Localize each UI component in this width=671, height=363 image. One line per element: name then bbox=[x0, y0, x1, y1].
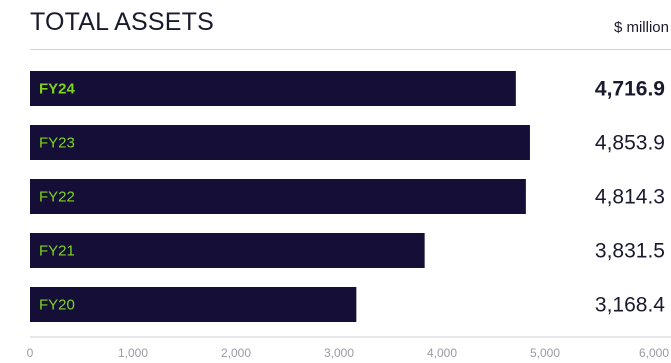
category-label-fy22: FY22 bbox=[39, 189, 75, 206]
x-tick-label: 0 bbox=[27, 346, 34, 360]
category-label-fy24: FY24 bbox=[39, 81, 76, 98]
category-label-fy20: FY20 bbox=[39, 297, 75, 314]
x-tick-label: 3,000 bbox=[324, 346, 354, 360]
bar-fy20 bbox=[30, 287, 356, 322]
value-label-fy24: 4,716.9 bbox=[595, 78, 665, 101]
x-tick-label: 1,000 bbox=[118, 346, 148, 360]
bar-fy24 bbox=[30, 71, 516, 106]
bar-fy23 bbox=[30, 125, 530, 160]
value-label-fy21: 3,831.5 bbox=[595, 240, 665, 263]
bar-fy22 bbox=[30, 179, 526, 214]
value-label-fy23: 4,853.9 bbox=[595, 132, 665, 155]
x-tick-label: 6,000 bbox=[639, 346, 669, 360]
x-tick-label: 5,000 bbox=[530, 346, 560, 360]
category-label-fy21: FY21 bbox=[39, 243, 75, 260]
bar-fy21 bbox=[30, 233, 425, 268]
value-label-fy20: 3,168.4 bbox=[595, 294, 665, 317]
value-label-fy22: 4,814.3 bbox=[595, 186, 665, 209]
category-label-fy23: FY23 bbox=[39, 135, 75, 152]
x-tick-label: 4,000 bbox=[427, 346, 457, 360]
x-tick-label: 2,000 bbox=[221, 346, 251, 360]
